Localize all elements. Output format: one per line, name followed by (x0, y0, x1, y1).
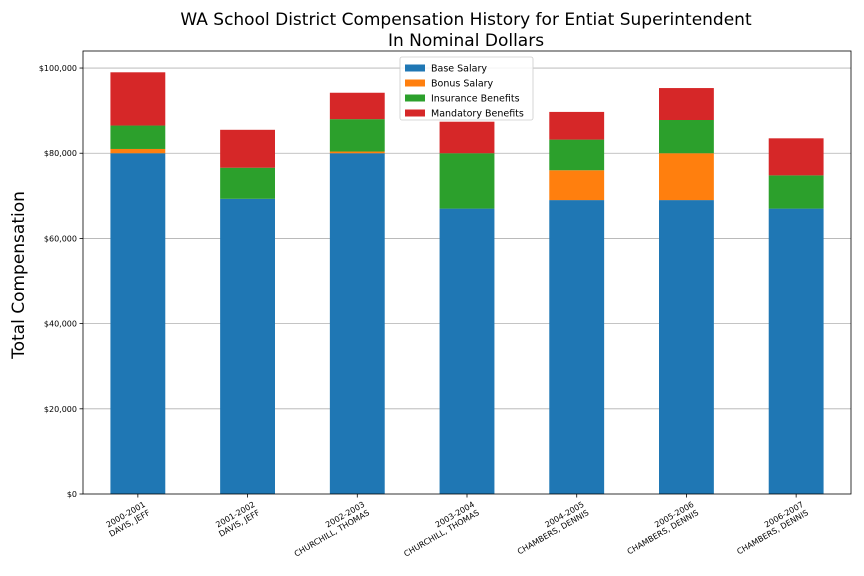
bar-base-salary (329, 153, 385, 494)
legend: Base Salary Bonus Salary Insurance Benefit… (399, 56, 534, 121)
legend-label: Bonus Salary (431, 79, 494, 90)
bar-mandatory-benefits (329, 92, 385, 120)
bar-bonus-salary (110, 148, 166, 154)
bar-mandatory-benefits (659, 88, 714, 121)
y-tick-label: $100,000 (39, 64, 77, 73)
y-tick-label: $60,000 (44, 234, 77, 243)
bar-bonus-salary (659, 153, 714, 201)
legend-label: Insurance Benefits (431, 94, 520, 105)
bar-insurance-benefits (329, 119, 385, 152)
bar-mandatory-benefits (768, 138, 824, 176)
legend-swatch (405, 64, 425, 72)
legend-box (399, 56, 534, 121)
bar-base-salary (549, 200, 605, 494)
y-tick-label: $20,000 (44, 405, 77, 414)
bar-mandatory-benefits (110, 72, 166, 126)
x-tick-label-line: CHURCHILL, THOMAS (402, 508, 480, 558)
bars (110, 72, 824, 494)
bar-insurance-benefits (110, 125, 166, 149)
y-tick-label: $40,000 (44, 320, 77, 329)
legend-label: Base Salary (431, 64, 487, 75)
bar-bonus-salary (329, 151, 385, 154)
legend-swatch (405, 94, 425, 102)
bar-insurance-benefits (439, 153, 495, 209)
y-tick-label: $0 (67, 490, 77, 499)
bar-insurance-benefits (659, 120, 714, 154)
bar-base-salary (220, 198, 275, 494)
legend-swatch (405, 109, 425, 117)
chart-subtitle: In Nominal Dollars (388, 31, 544, 51)
bar-base-salary (659, 200, 714, 494)
bar-base-salary (110, 153, 166, 494)
legend-label: Mandatory Benefits (431, 109, 524, 120)
bar-mandatory-benefits (220, 129, 275, 168)
chart-title: WA School District Compensation History … (180, 10, 752, 30)
bar-base-salary (768, 208, 824, 494)
y-axis-label: Total Compensation (9, 191, 29, 360)
legend-swatch (405, 79, 425, 87)
bar-insurance-benefits (768, 175, 824, 209)
bar-mandatory-benefits (439, 121, 495, 154)
x-tick-label-line: CHURCHILL, THOMAS (293, 508, 371, 558)
bar-insurance-benefits (549, 139, 605, 171)
bar-mandatory-benefits (549, 111, 605, 140)
bar-bonus-salary (549, 170, 605, 201)
bar-insurance-benefits (220, 167, 275, 199)
bar-base-salary (439, 208, 495, 494)
y-tick-label: $80,000 (44, 149, 77, 158)
